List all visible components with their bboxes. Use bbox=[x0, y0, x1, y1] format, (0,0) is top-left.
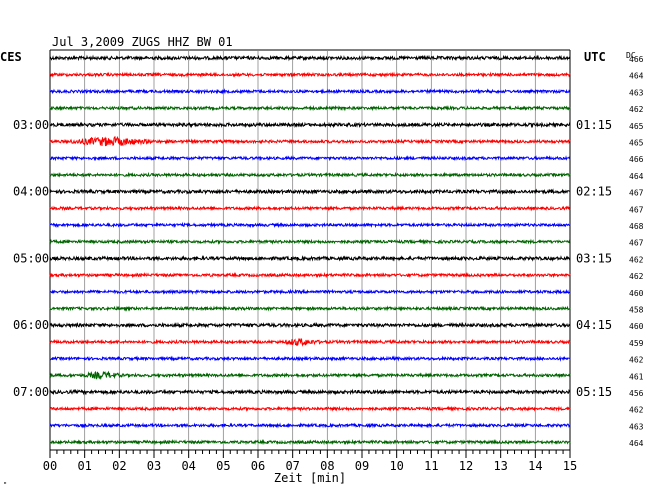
dc-offset-label: 456 bbox=[629, 389, 644, 398]
dc-offset-label: 460 bbox=[629, 289, 644, 298]
seismic-trace bbox=[49, 121, 571, 129]
dc-offset-label: 460 bbox=[629, 322, 644, 331]
right-hour-label: 04:15 bbox=[576, 318, 612, 332]
x-axis: 00 01 02 03 04 05 06 07 08 09 10 11 12 13 14 15 bbox=[43, 449, 577, 473]
seismic-trace bbox=[49, 71, 571, 78]
x-tick-label: 03 bbox=[147, 459, 161, 473]
x-tick-label: 01 bbox=[77, 459, 91, 473]
seismic-trace bbox=[49, 271, 571, 279]
seismic-trace bbox=[49, 238, 571, 245]
traces-layer bbox=[49, 54, 571, 446]
dc-offset-label: 466 bbox=[629, 55, 644, 64]
right-hour-label: 02:15 bbox=[576, 185, 612, 199]
dc-offset-label: 459 bbox=[629, 339, 644, 348]
seismic-trace bbox=[49, 388, 571, 396]
x-tick-label: 09 bbox=[355, 459, 369, 473]
dc-offset-label: 458 bbox=[629, 306, 644, 315]
dc-offset-label: 462 bbox=[629, 272, 644, 281]
left-hour-label: 07:00 bbox=[13, 385, 49, 399]
x-tick-label: 14 bbox=[528, 459, 542, 473]
x-tick-label: 11 bbox=[424, 459, 438, 473]
seismic-trace bbox=[49, 422, 571, 429]
label-layer: 466 464 463 462 465 465 466 464 467 467 468 467 462 4… bbox=[13, 55, 644, 448]
right-hour-label: 03:15 bbox=[576, 251, 612, 265]
dc-offset-label: 467 bbox=[629, 205, 644, 214]
corner-mark: " bbox=[3, 481, 7, 489]
x-tick-label: 05 bbox=[216, 459, 230, 473]
grid-layer bbox=[49, 49, 571, 450]
dc-offset-label: 468 bbox=[629, 222, 644, 231]
dc-header-label: DC bbox=[626, 51, 636, 60]
left-hour-label: 05:00 bbox=[13, 251, 49, 265]
left-hour-label: 04:00 bbox=[13, 185, 49, 199]
dc-offset-label: 467 bbox=[629, 189, 644, 198]
seismic-trace bbox=[49, 355, 571, 362]
right-hour-label: 01:15 bbox=[576, 118, 612, 132]
dc-offset-label: 462 bbox=[629, 255, 644, 264]
seismic-trace bbox=[49, 321, 571, 329]
chart-title: Jul 3,2009 ZUGS HHZ BW 01 bbox=[52, 35, 233, 49]
x-tick-label: 12 bbox=[459, 459, 473, 473]
x-tick-label: 04 bbox=[181, 459, 195, 473]
seismic-trace bbox=[49, 188, 571, 196]
seismic-trace bbox=[49, 288, 571, 295]
x-tick-label: 15 bbox=[563, 459, 577, 473]
seismic-trace bbox=[49, 370, 571, 380]
seismic-trace bbox=[49, 136, 571, 147]
dc-offset-label: 464 bbox=[629, 172, 644, 181]
seismic-trace bbox=[49, 255, 571, 262]
left-hour-label: 03:00 bbox=[13, 118, 49, 132]
seismic-trace bbox=[49, 155, 571, 162]
dc-offset-label: 462 bbox=[629, 406, 644, 415]
seismic-trace bbox=[49, 305, 571, 312]
dc-offset-label: 461 bbox=[629, 372, 644, 381]
seismic-trace bbox=[49, 88, 571, 95]
seismic-trace bbox=[49, 205, 571, 212]
dc-offset-label: 463 bbox=[629, 422, 644, 431]
x-tick-label: 00 bbox=[43, 459, 57, 473]
seismic-trace bbox=[49, 54, 571, 62]
seismic-trace bbox=[49, 104, 571, 112]
dc-offset-label: 467 bbox=[629, 239, 644, 248]
seismic-trace bbox=[49, 171, 571, 179]
x-axis-label: Zeit [min] bbox=[274, 471, 346, 485]
x-tick-label: 10 bbox=[389, 459, 403, 473]
dc-offset-label: 465 bbox=[629, 122, 644, 131]
x-tick-label: 02 bbox=[112, 459, 126, 473]
dc-offset-label: 462 bbox=[629, 105, 644, 114]
dc-offset-label: 462 bbox=[629, 356, 644, 365]
seismic-trace bbox=[49, 405, 571, 412]
x-tick-label: 07 bbox=[285, 459, 299, 473]
seismic-trace bbox=[49, 338, 571, 347]
x-tick-label: 06 bbox=[251, 459, 265, 473]
x-tick-label: 13 bbox=[493, 459, 507, 473]
dc-offset-label: 464 bbox=[629, 439, 644, 448]
dc-offset-label: 463 bbox=[629, 88, 644, 97]
x-tick-label: 08 bbox=[320, 459, 334, 473]
left-timezone-label: CES bbox=[0, 50, 22, 64]
dc-offset-label: 466 bbox=[629, 155, 644, 164]
left-hour-label: 06:00 bbox=[13, 318, 49, 332]
seismic-trace bbox=[49, 438, 571, 446]
dc-offset-label: 464 bbox=[629, 72, 644, 81]
right-timezone-label: UTC bbox=[584, 50, 606, 64]
right-hour-label: 05:15 bbox=[576, 385, 612, 399]
dc-offset-label: 465 bbox=[629, 139, 644, 148]
seismic-trace bbox=[49, 221, 571, 229]
